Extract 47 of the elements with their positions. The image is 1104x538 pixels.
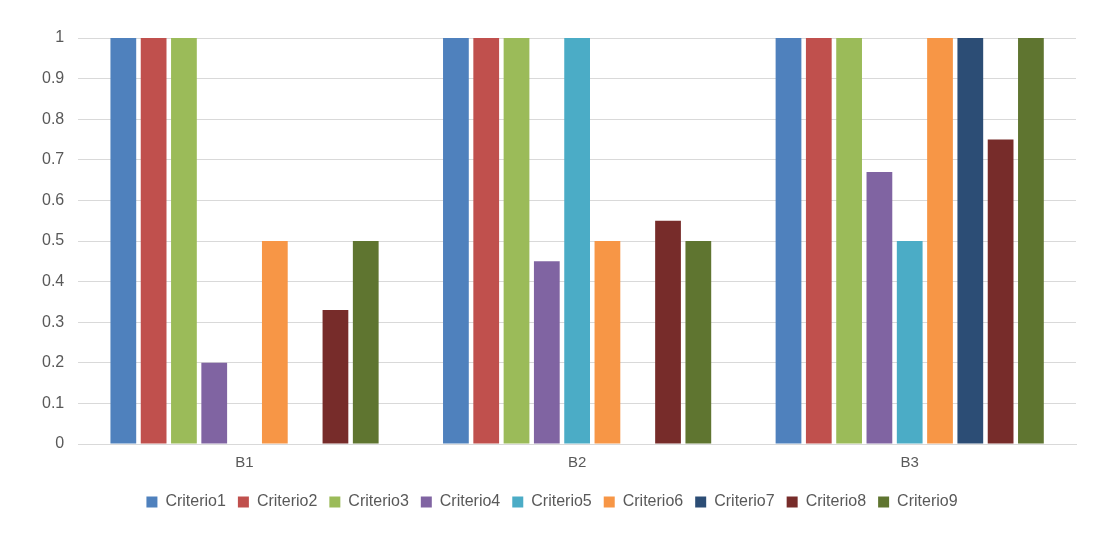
bar: [1018, 38, 1044, 444]
y-tick-label: 0.1: [41, 393, 65, 411]
y-tick-label: 0.8: [41, 109, 65, 127]
y-tick-label: 0.2: [41, 353, 65, 371]
bar: [594, 241, 621, 444]
bar: [533, 261, 560, 444]
bar: [261, 241, 288, 444]
bar: [775, 38, 802, 444]
bar: [564, 38, 590, 444]
legend-label: Criterio6: [622, 492, 684, 510]
y-tick-label: 0.3: [41, 312, 65, 330]
bar: [655, 220, 681, 444]
y-tick-label: 0: [55, 434, 65, 452]
bar: [201, 362, 228, 444]
bar: [110, 38, 137, 444]
legend-label: Criterio4: [439, 492, 501, 510]
legend-label: Criterio1: [165, 492, 226, 510]
legend-label: Criterio2: [256, 492, 318, 510]
legend-label: Criterio3: [348, 492, 409, 510]
bar: [836, 38, 862, 444]
y-tick-label: 1: [55, 28, 65, 46]
y-tick-label: 0.4: [41, 272, 65, 290]
bar: [140, 38, 167, 444]
legend-label: Criterio7: [714, 492, 775, 510]
legend-label: Criterio5: [531, 492, 592, 510]
x-tick-label: B1: [235, 453, 254, 471]
bar: [896, 241, 923, 444]
y-tick-label: 0.6: [41, 190, 65, 208]
bar: [171, 38, 197, 444]
bar: [473, 38, 500, 444]
legend-label: Criterio9: [897, 492, 958, 510]
bar: [866, 171, 893, 444]
bar: [352, 241, 379, 444]
y-tick-label: 0.5: [41, 231, 65, 249]
bar: [443, 38, 469, 444]
legend-label: Criterio8: [805, 492, 867, 510]
bar: [503, 38, 530, 444]
x-tick-label: B2: [567, 453, 587, 471]
bar: [322, 310, 349, 444]
y-tick-label: 0.7: [41, 150, 65, 168]
x-tick-label: B3: [900, 453, 919, 471]
bar: [987, 139, 1014, 444]
bar: [927, 38, 953, 444]
bar: [685, 241, 712, 444]
y-tick-label: 0.9: [41, 69, 65, 87]
bar: [805, 38, 832, 444]
bar: [957, 38, 984, 444]
